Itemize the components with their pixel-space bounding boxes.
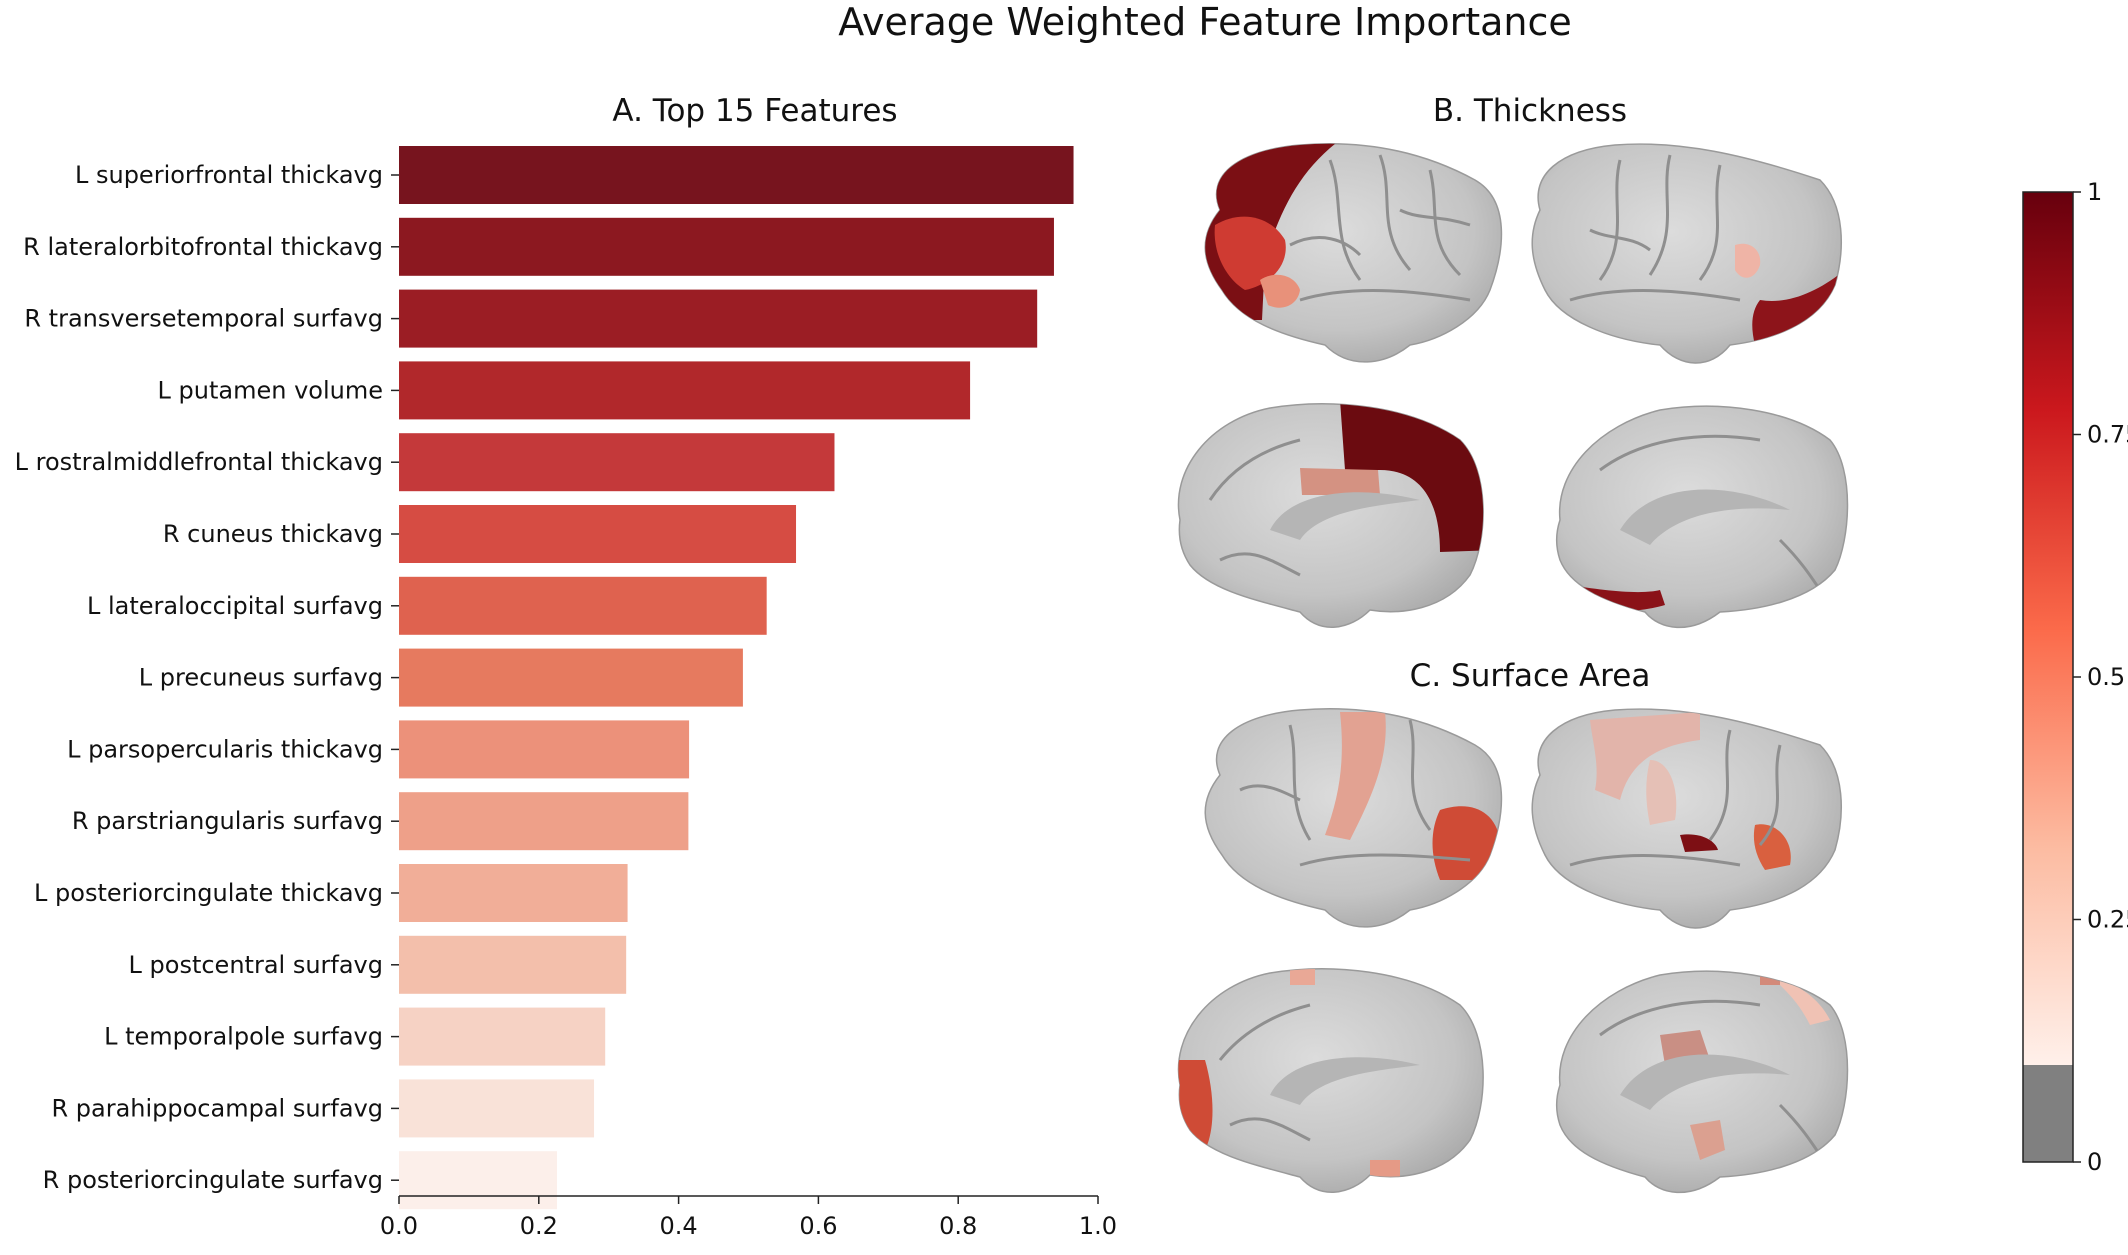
panel-a-title: A. Top 15 Features: [612, 93, 898, 129]
bar: [399, 1151, 557, 1210]
colorbar-tick-label: 0.5: [2087, 663, 2125, 691]
y-tick-label: R transversetemporal surfavg: [24, 305, 383, 333]
brain-surface-medial-left: [1177, 968, 1484, 1193]
region-superiorfrontal: [1205, 143, 1340, 320]
region-precuneus-right: [1760, 971, 1780, 985]
bar: [399, 1007, 606, 1066]
colorbar-tick-label: 0: [2087, 1148, 2102, 1176]
colorbar-layer: 1 0.75 0.5 0.25 0: [2022, 178, 2128, 1176]
colorbar-tick-label: 0.25: [2087, 906, 2128, 934]
y-tick-label: R lateralorbitofrontal thickavg: [23, 233, 383, 261]
region-parsopercularis: [1260, 274, 1300, 308]
y-tick-label: L temporalpole surfavg: [104, 1023, 383, 1051]
brain-thickness-medial-right: [1555, 405, 1849, 629]
region-cuneus: [1735, 243, 1761, 278]
bar: [399, 361, 971, 420]
y-tick-label: L posteriorcingulate thickavg: [34, 879, 383, 907]
bar: [399, 864, 628, 922]
region-supramarginal-right: [1646, 760, 1677, 825]
bar: [399, 505, 797, 563]
colorbar-frame: [2022, 191, 2074, 1163]
region-lateraloccipital: [1432, 806, 1500, 880]
y-tick-label: L putamen volume: [158, 376, 383, 404]
region-posteriorcingulate-right: [1660, 1030, 1710, 1065]
bar: [399, 792, 689, 851]
bar: [399, 720, 690, 779]
y-tick-label: L lateraloccipital surfavg: [87, 592, 383, 620]
x-tick-label: 0.0: [380, 1212, 418, 1240]
y-tick-label: R cuneus thickavg: [163, 520, 383, 548]
x-axis: 0.0 0.2 0.4 0.6 0.8 1.0: [380, 1195, 1117, 1240]
region-rostralmiddlefrontal: [1214, 216, 1286, 290]
region-postcentral-right: [1590, 712, 1700, 800]
brain-thickness-lateral-left: [1204, 143, 1503, 363]
brain-thickness-lateral-right: [1531, 143, 1842, 364]
bar: [399, 576, 767, 635]
brain-surface-lateral-left: [1204, 708, 1503, 928]
y-axis: L superiorfrontal thickavg R lateralorbit…: [15, 161, 399, 1194]
x-tick-label: 0.6: [799, 1212, 837, 1240]
bar: [399, 1079, 595, 1138]
y-tick-label: R posteriorcingulate surfavg: [43, 1166, 383, 1194]
y-tick-label: L postcentral surfavg: [129, 951, 383, 979]
region-lateralorbitofrontal-medial: [1570, 585, 1665, 612]
colorbar-tick-label: 0.75: [2087, 421, 2128, 449]
bars-layer: [399, 146, 1074, 1210]
figure-title: Average Weighted Feature Importance: [838, 0, 1572, 44]
bar: [399, 146, 1074, 204]
colorbar-tick-label: 1: [2087, 178, 2102, 206]
region-posteriorcingulate: [1300, 468, 1380, 495]
y-tick-label: L rostralmiddlefrontal thickavg: [15, 448, 383, 476]
region-parahippocampal-right: [1690, 1120, 1725, 1160]
region-parahippocampal: [1370, 1160, 1400, 1190]
bar: [399, 289, 1038, 348]
colorbar-masked-segment: [2023, 1065, 2073, 1162]
bar: [399, 433, 835, 492]
region-postcentral: [1325, 712, 1386, 840]
y-tick-label: L precuneus surfavg: [139, 664, 383, 692]
region-precuneus: [1178, 1060, 1213, 1150]
brain-surface-lateral-right: [1531, 708, 1842, 929]
bar: [399, 935, 627, 994]
bar: [399, 217, 1054, 276]
region-cuneus-right: [1780, 980, 1830, 1025]
x-tick-label: 0.8: [939, 1212, 977, 1240]
region-superiorfrontal-medial: [1340, 403, 1484, 552]
colorbar-gradient: [2023, 192, 2073, 1065]
y-tick-label: R parahippocampal surfavg: [51, 1094, 383, 1122]
bar: [399, 648, 743, 707]
region-temporalpole: [1270, 905, 1300, 927]
region-transversetemporal: [1680, 834, 1718, 852]
y-tick-label: L parsopercularis thickavg: [67, 735, 383, 763]
x-tick-label: 0.4: [660, 1212, 698, 1240]
y-tick-label: R parstriangularis surfavg: [72, 807, 383, 835]
region-paracentral: [1290, 968, 1315, 985]
region-parstriangularis: [1753, 824, 1791, 870]
panel-b-title: B. Thickness: [1432, 93, 1628, 129]
brain-thickness-medial-left: [1177, 403, 1484, 628]
panel-c-title: C. Surface Area: [1409, 658, 1651, 694]
y-tick-label: L superiorfrontal thickavg: [75, 161, 383, 189]
x-tick-label: 1.0: [1079, 1212, 1117, 1240]
brain-surface-medial-right: [1555, 970, 1849, 1194]
region-lateralorbitofrontal: [1752, 270, 1842, 345]
x-tick-label: 0.2: [520, 1212, 558, 1240]
